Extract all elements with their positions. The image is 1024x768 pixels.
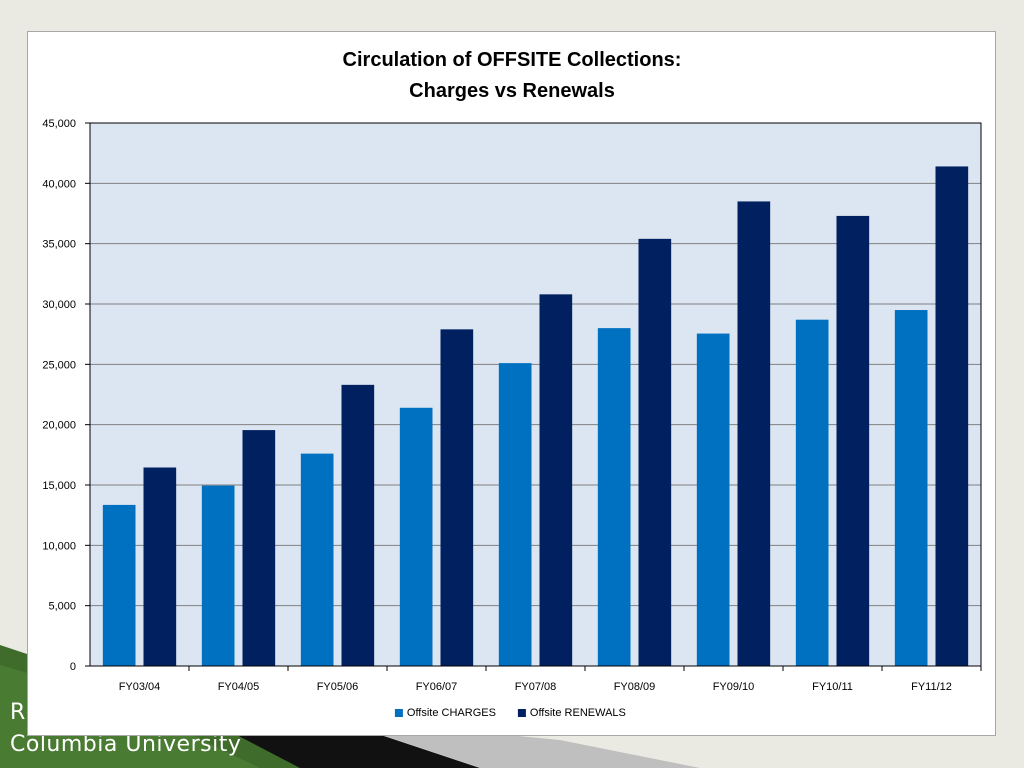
legend-swatch [394,709,403,717]
bar-renewals [638,238,672,666]
bar-charges [300,453,334,666]
y-tick-label: 30,000 [42,299,76,311]
y-axis-ticks: 0 5,000 10,000 15,000 20,000 25,000 30,000 35,0… [42,118,90,673]
y-tick-label: 10,000 [42,540,76,552]
bar-renewals [143,467,177,666]
bar-charges [201,485,235,666]
bar-renewals [836,215,870,666]
x-tick-label: FY04/05 [218,681,260,693]
legend-label: Offsite RENEWALS [530,707,626,719]
y-tick-label: 35,000 [42,239,76,251]
y-tick-label: 25,000 [42,359,76,371]
bar-renewals [440,329,474,666]
legend: Offsite CHARGES Offsite RENEWALS [394,707,626,719]
footer-title-text: R [10,700,26,725]
x-tick-label: FY07/08 [515,681,557,693]
chart-subtitle: Charges vs Renewals [409,80,615,102]
chart-title: Circulation of OFFSITE Collections: [343,49,682,71]
bar-renewals [539,294,573,666]
bars [102,166,969,666]
bar-renewals [341,384,375,666]
legend-swatch [517,709,526,717]
plot-area [90,123,981,666]
footer-university-text: Columbia University [10,732,242,757]
bar-charges [894,310,928,666]
bar-charges [102,504,136,666]
bar-charges [399,407,433,666]
x-tick-label: FY10/11 [812,681,853,693]
bar-charges [498,363,532,666]
x-tick-label: FY06/07 [416,681,458,693]
x-tick-label: FY08/09 [614,681,656,693]
x-tick-label: FY11/12 [911,681,952,693]
legend-label: Offsite CHARGES [407,707,496,719]
gridlines [90,182,981,607]
chart-container: Circulation of OFFSITE Collections: Char… [27,31,996,736]
y-tick-label: 0 [70,661,76,673]
y-tick-label: 45,000 [42,118,76,130]
y-tick-label: 15,000 [42,480,76,492]
y-tick-label: 20,000 [42,420,76,432]
y-tick-label: 5,000 [48,601,76,613]
bar-renewals [935,166,969,666]
x-tick-label: FY03/04 [119,681,161,693]
y-tick-label: 40,000 [42,178,76,190]
bar-charges [597,328,631,666]
bar-renewals [242,430,276,666]
x-axis-ticks: FY03/04 FY04/05 FY05/06 FY06/07 FY07/08 FY08/… [119,666,982,693]
chart-svg: Circulation of OFFSITE Collections: Char… [42,49,982,719]
x-tick-label: FY09/10 [713,681,755,693]
bar-renewals [737,201,771,666]
plot-border [89,122,982,667]
bar-charges [795,319,829,666]
x-tick-label: FY05/06 [317,681,359,693]
bar-charges [696,333,730,666]
